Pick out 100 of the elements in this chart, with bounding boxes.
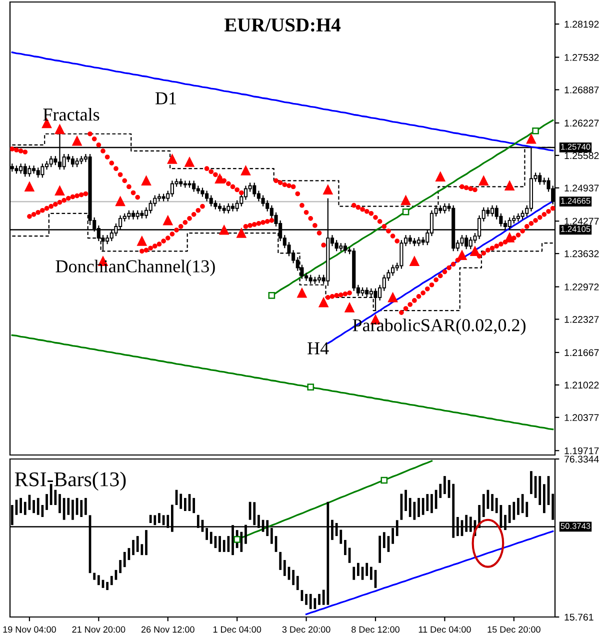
point	[388, 292, 398, 302]
point	[167, 154, 177, 164]
bar	[530, 471, 532, 494]
bar	[84, 498, 87, 515]
bar	[352, 566, 356, 580]
x-tick-label: 8 Dec 12:00	[352, 626, 400, 633]
bar	[366, 562, 368, 576]
y-tick-label: 1.28192	[564, 20, 599, 28]
point	[504, 180, 514, 191]
candlestick	[200, 187, 204, 198]
line-series	[11, 52, 554, 152]
annotation: ParabolicSAR(0.02,0.2)	[352, 318, 526, 335]
point	[236, 228, 246, 238]
candlestick	[287, 242, 291, 257]
ref-line-label: 50.3743	[560, 523, 590, 529]
bar	[110, 576, 113, 586]
candlestick	[153, 194, 157, 207]
point	[436, 172, 446, 182]
bar	[240, 532, 243, 552]
candlestick	[538, 172, 542, 186]
bar	[32, 500, 35, 514]
bar	[36, 498, 40, 515]
candlestick	[75, 157, 79, 168]
candlestick	[266, 200, 270, 212]
bar	[218, 536, 221, 552]
bar	[512, 502, 516, 520]
bar	[318, 594, 320, 605]
point	[54, 186, 65, 196]
candlestick	[127, 210, 131, 220]
bar	[426, 494, 429, 511]
candlestick	[36, 167, 40, 178]
y-tick-label: 1.19717	[564, 447, 599, 454]
candlestick	[131, 210, 136, 220]
point	[54, 124, 65, 134]
x-tick-label: 1 Dec 04:00	[213, 626, 262, 633]
y-tick-label: 1.21667	[564, 349, 599, 356]
ref-line-label: 1.25740	[561, 144, 590, 150]
candlestick	[136, 210, 140, 220]
candlestick	[40, 163, 44, 178]
bar	[24, 502, 26, 515]
bar	[283, 560, 286, 576]
bar	[149, 514, 152, 523]
candlestick	[400, 240, 404, 270]
annotation: RSI-Bars(13)	[14, 472, 126, 491]
line-series	[11, 334, 554, 430]
bar	[517, 498, 520, 515]
bar	[370, 566, 372, 580]
x-tick-label: 11 Dec 04:00	[418, 626, 471, 633]
bar	[413, 502, 416, 520]
bar	[20, 498, 22, 514]
bar	[309, 594, 312, 610]
y-tick-label: 1.25582	[564, 152, 599, 160]
point	[400, 196, 411, 206]
bar	[538, 476, 542, 505]
bar	[491, 494, 494, 511]
candlestick	[408, 234, 412, 245]
point	[307, 384, 314, 390]
point	[457, 250, 467, 260]
ref-line-label: 1.24105	[561, 226, 590, 232]
annotation: DonchianChannel(13)	[56, 260, 215, 276]
candlestick	[460, 234, 464, 247]
annotation: Fractals	[43, 108, 100, 121]
point	[268, 292, 276, 299]
y-tick-label: 1.26887	[564, 86, 599, 94]
bar	[357, 562, 360, 576]
y-tick-label: 76.3344	[564, 456, 599, 463]
bar	[526, 502, 528, 517]
point	[116, 196, 126, 206]
bar	[305, 594, 308, 605]
bar	[97, 575, 100, 586]
candlestick	[28, 165, 32, 178]
annotation: H4	[308, 342, 329, 354]
candlestick	[252, 182, 256, 198]
line-series	[305, 530, 554, 616]
point	[240, 166, 251, 176]
point	[184, 157, 194, 167]
candlestick	[144, 206, 148, 219]
y-tick-label: 1.22327	[564, 316, 599, 323]
point	[219, 225, 229, 235]
candlestick	[520, 210, 524, 220]
point	[504, 232, 514, 242]
bar	[404, 490, 407, 511]
bar	[184, 498, 186, 511]
bar	[46, 494, 48, 510]
point	[318, 298, 328, 308]
bar	[119, 560, 122, 574]
x-tick-label: 3 Dec 20:00	[282, 626, 330, 633]
bar	[180, 494, 182, 509]
candlestick	[261, 194, 265, 207]
bar	[439, 484, 442, 498]
y-tick-label: 1.24937	[564, 184, 599, 192]
bar	[418, 498, 420, 517]
bar	[145, 530, 148, 556]
x-tick-label: 19 Nov 04:00	[3, 626, 56, 633]
point	[532, 127, 539, 134]
bar	[158, 513, 160, 523]
candlestick	[214, 200, 218, 210]
y-tick-label: 1.24277	[564, 218, 599, 225]
bar	[344, 540, 346, 556]
candlestick	[209, 194, 213, 207]
